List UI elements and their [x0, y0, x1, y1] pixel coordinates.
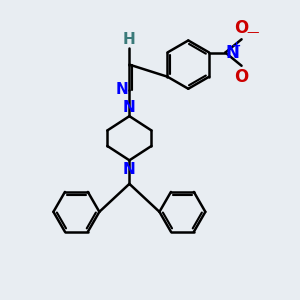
- Text: O: O: [235, 19, 249, 37]
- Text: O: O: [235, 68, 249, 86]
- Text: N: N: [115, 82, 128, 97]
- Text: N: N: [226, 44, 240, 62]
- Text: —: —: [247, 26, 259, 39]
- Text: N: N: [123, 100, 136, 115]
- Text: N: N: [123, 162, 136, 177]
- Text: +: +: [232, 41, 241, 51]
- Text: H: H: [123, 32, 136, 47]
